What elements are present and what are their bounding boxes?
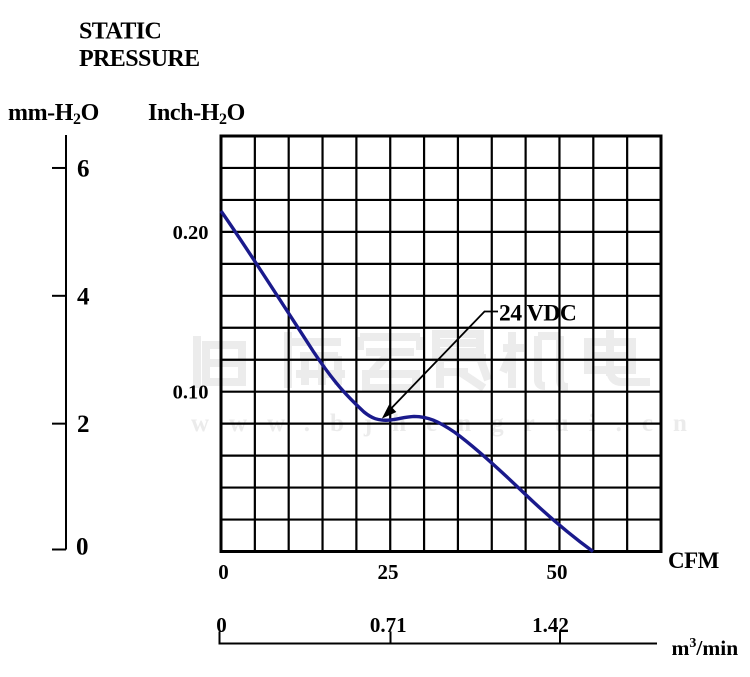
svg-text:0: 0 — [216, 613, 227, 637]
svg-text:4: 4 — [77, 283, 90, 310]
svg-text:1.42: 1.42 — [532, 613, 569, 637]
svg-text:50: 50 — [547, 560, 568, 584]
svg-text:STATIC: STATIC — [79, 18, 161, 44]
svg-text:CFM: CFM — [668, 548, 720, 573]
svg-text:0.71: 0.71 — [370, 613, 407, 637]
svg-text:Inch-H2O: Inch-H2O — [148, 100, 245, 128]
svg-text:0: 0 — [218, 560, 229, 584]
svg-text:PRESSURE: PRESSURE — [79, 46, 200, 72]
svg-text:0: 0 — [76, 534, 89, 561]
svg-text:6: 6 — [77, 156, 90, 183]
svg-text:m3/min: m3/min — [672, 636, 739, 660]
svg-text:0.20: 0.20 — [173, 222, 209, 244]
svg-text:0.10: 0.10 — [173, 382, 209, 404]
svg-text:mm-H2O: mm-H2O — [8, 100, 99, 128]
svg-text:25: 25 — [378, 560, 399, 584]
svg-text:2: 2 — [77, 411, 90, 438]
svg-text:24 VDC: 24 VDC — [499, 300, 576, 326]
